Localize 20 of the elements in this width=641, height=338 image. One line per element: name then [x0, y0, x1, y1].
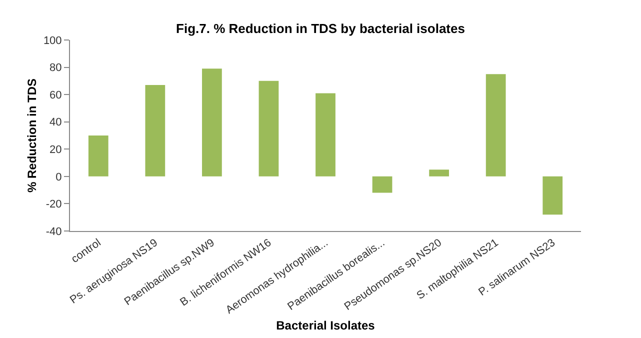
bar	[316, 93, 336, 176]
bar	[486, 74, 506, 176]
y-tick-label: 100	[43, 34, 62, 47]
bar	[88, 136, 108, 176]
bar	[429, 170, 449, 176]
chart-title: Fig.7. % Reduction in TDS by bacterial isolates	[176, 20, 465, 36]
y-axis-title: % Reduction in TDS	[25, 78, 39, 192]
y-tick-label: 0	[56, 171, 62, 184]
y-tick-label: -20	[46, 198, 62, 211]
bar	[145, 85, 166, 176]
y-tick-label: -40	[46, 226, 62, 238]
bar	[258, 80, 279, 176]
bar	[372, 176, 392, 193]
y-tick-label: 60	[50, 89, 62, 102]
y-tick-label: 40	[50, 116, 62, 129]
bar	[202, 68, 222, 176]
y-tick-label: 20	[50, 144, 62, 156]
y-tick-label: 80	[50, 62, 62, 74]
x-axis-title: Bacterial Isolates	[276, 318, 376, 332]
bar	[542, 176, 563, 215]
